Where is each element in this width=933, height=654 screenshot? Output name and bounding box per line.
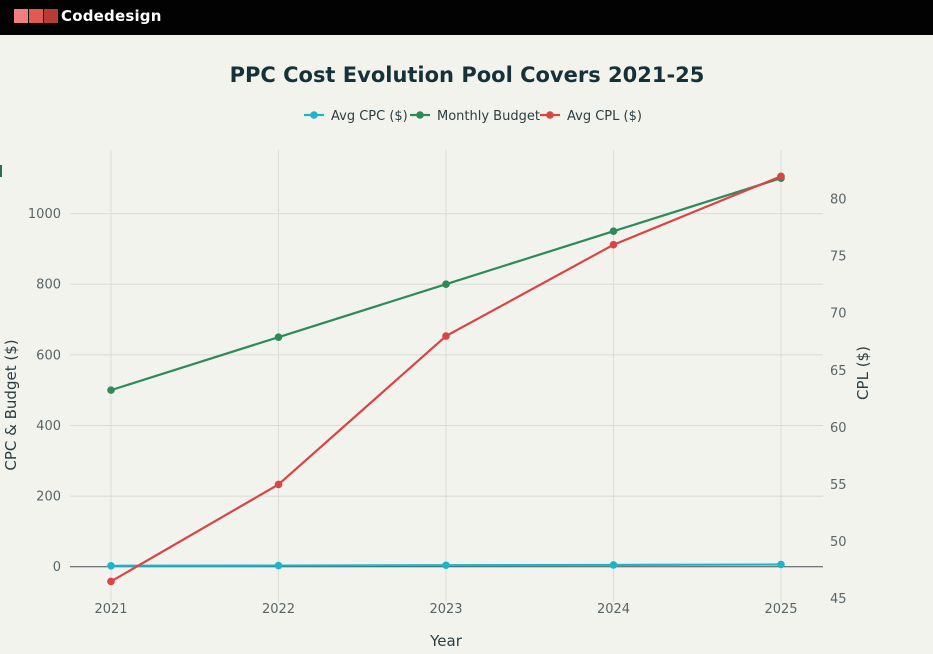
y-left-tick-label: 0 — [53, 560, 61, 575]
chart: PPC Cost Evolution Pool Covers 2021-25 A… — [2, 63, 872, 650]
data-point — [442, 332, 450, 340]
data-point — [442, 280, 450, 288]
y-right-tick-label: 80 — [830, 193, 847, 208]
y-right-tick-label: 55 — [830, 478, 847, 493]
y-right-tick-label: 45 — [830, 592, 847, 607]
data-point — [609, 227, 618, 236]
y-left-tick-label: 800 — [36, 278, 61, 293]
side-marker — [0, 165, 2, 177]
chart-title: PPC Cost Evolution Pool Covers 2021-25 — [230, 63, 705, 87]
series-layer — [107, 172, 785, 586]
y-right-tick-label: 70 — [830, 307, 847, 322]
y-axis-right-title: CPL ($) — [854, 346, 872, 400]
x-tick-label: 2022 — [262, 602, 295, 617]
legend-label: Avg CPL ($) — [567, 109, 642, 124]
data-point — [777, 172, 785, 181]
logo-square-2 — [29, 9, 43, 23]
legend-swatch-marker — [416, 111, 424, 119]
data-point — [609, 561, 618, 569]
brand-name: Codedesign — [61, 7, 162, 25]
y-right-tick-label: 50 — [830, 535, 847, 550]
axes: 2021 2022 2023 2024 2025 0 200 400 600 800 1000 45 5… — [28, 193, 847, 617]
x-tick-label: 2025 — [764, 602, 797, 617]
legend-label: Monthly Budget — [437, 109, 540, 124]
x-tick-label: 2024 — [597, 602, 630, 617]
legend: Avg CPC ($) Monthly Budget Avg CPL ($) — [304, 109, 642, 124]
codedesign-logo[interactable]: Codedesign — [14, 7, 162, 25]
y-right-tick-label: 60 — [830, 421, 847, 436]
legend-label: Avg CPC ($) — [331, 109, 408, 124]
legend-swatch-marker — [310, 111, 318, 119]
legend-swatch-marker — [546, 111, 554, 119]
y-left-tick-label: 200 — [36, 490, 61, 505]
logo-square-3 — [44, 9, 58, 23]
data-point — [107, 577, 115, 586]
top-bar: Codedesign — [0, 0, 933, 35]
data-point — [274, 561, 283, 570]
grid — [70, 150, 823, 602]
x-tick-label: 2023 — [429, 602, 462, 617]
logo-square-1 — [14, 9, 28, 23]
data-point — [107, 562, 115, 570]
data-point — [107, 386, 115, 394]
y-right-tick-label: 75 — [830, 250, 847, 265]
x-axis-title: Year — [429, 632, 463, 650]
data-point — [274, 333, 283, 341]
y-right-tick-label: 65 — [830, 364, 847, 379]
x-tick-label: 2021 — [94, 602, 127, 617]
y-axis-left-title: CPC & Budget ($) — [2, 339, 20, 470]
data-point — [274, 480, 283, 489]
y-left-tick-label: 400 — [36, 419, 61, 434]
y-left-tick-label: 600 — [36, 348, 61, 363]
y-left-tick-label: 1000 — [28, 207, 61, 222]
data-point — [777, 560, 785, 569]
data-point — [609, 240, 618, 249]
data-point — [442, 561, 450, 570]
